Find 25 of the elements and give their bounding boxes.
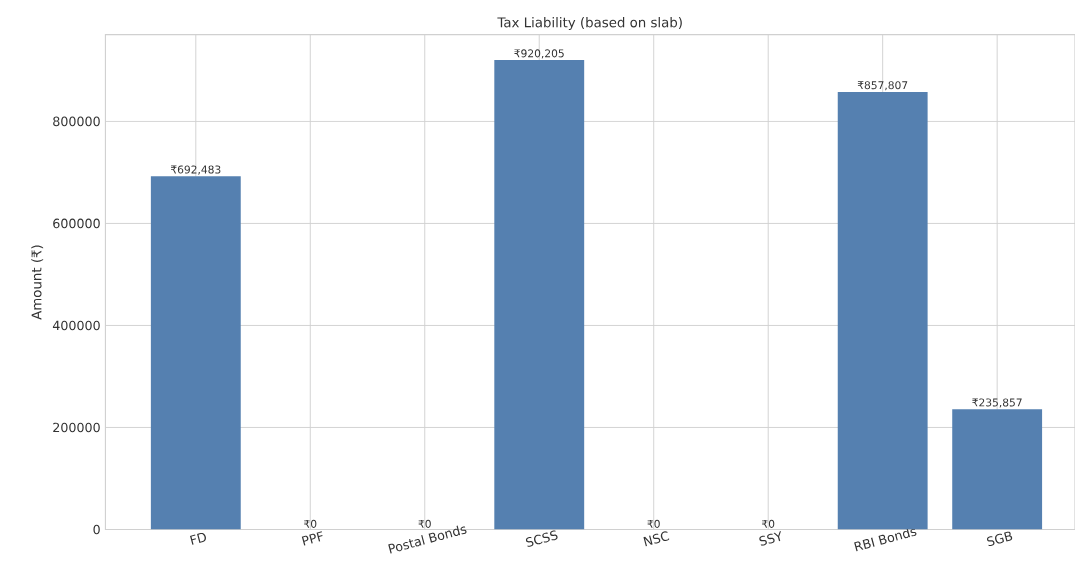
y-tick-label: 800000 [53,116,100,127]
y-tick-label: 400000 [52,320,100,331]
bar [837,91,928,530]
x-tick-label: SGB [986,531,1013,546]
x-tick-label: PPF [301,531,323,546]
data-label: ₹0 [304,519,317,528]
data-label: ₹920,205 [514,49,564,59]
data-label: ₹0 [647,519,660,528]
data-label: ₹0 [761,519,775,528]
bar [150,176,241,530]
x-tick-label: NSC [643,531,670,547]
chart-title: Tax Liability (based on slab) [497,16,682,30]
x-tick-label: FD [189,532,206,545]
data-label: ₹235,857 [972,398,1022,408]
x-tick-label: RBI Bonds [854,527,917,552]
x-tick-label: SCSS [525,530,558,547]
y-axis-title: Amount (₹) [31,245,44,320]
bar [494,60,585,530]
y-tick-label: 0 [93,524,100,535]
y-tick-label: 200000 [53,422,100,433]
data-label: ₹857,807 [857,81,908,91]
bar [952,409,1043,530]
x-tick-label: SSY [759,531,781,546]
y-tick-label: 600000 [53,218,100,229]
data-label: ₹692,483 [170,165,221,175]
